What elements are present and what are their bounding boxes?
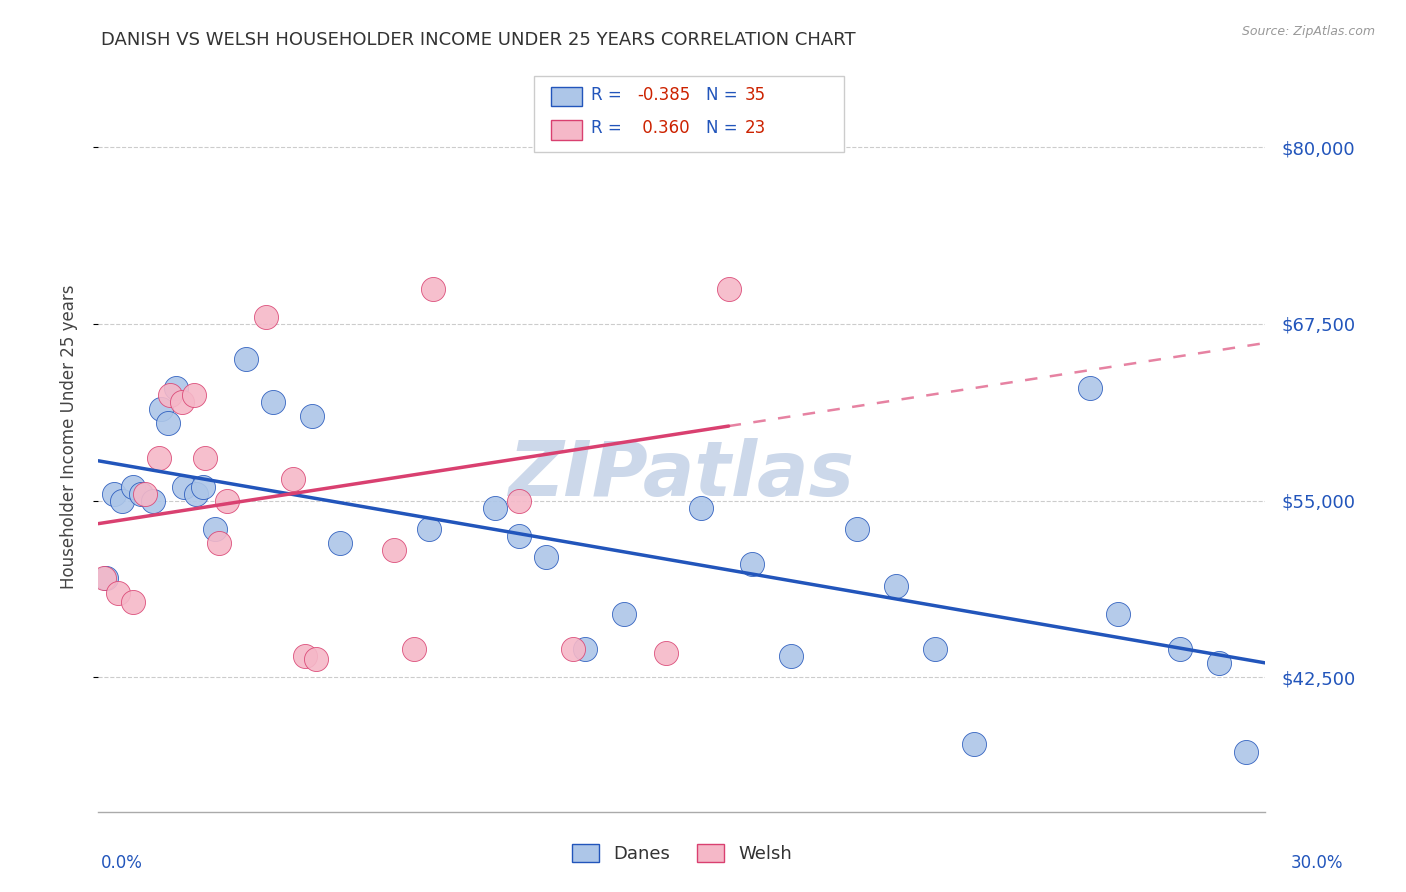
Point xyxy=(1234,745,1257,759)
Point xyxy=(845,522,868,536)
Text: 30.0%: 30.0% xyxy=(1291,854,1343,871)
Point xyxy=(508,493,530,508)
Point xyxy=(129,486,152,500)
Point xyxy=(122,595,145,609)
Point xyxy=(281,473,304,487)
Point xyxy=(301,409,323,423)
Point xyxy=(659,126,682,140)
Point xyxy=(170,394,193,409)
Point xyxy=(1208,657,1230,671)
Point xyxy=(612,607,634,621)
Point xyxy=(96,571,118,585)
Point xyxy=(418,522,440,536)
Point xyxy=(254,310,277,324)
Point xyxy=(534,550,557,565)
Point xyxy=(382,543,405,558)
Point xyxy=(208,536,231,550)
Point xyxy=(159,387,181,401)
Point xyxy=(508,529,530,543)
Point xyxy=(884,578,907,592)
Text: R =: R = xyxy=(591,120,627,137)
Point xyxy=(149,401,172,416)
Text: N =: N = xyxy=(706,86,742,103)
Point xyxy=(103,486,125,500)
Text: ZIPatlas: ZIPatlas xyxy=(509,438,855,511)
Point xyxy=(134,486,156,500)
Point xyxy=(402,642,425,657)
Point xyxy=(924,642,946,657)
Point xyxy=(484,500,506,515)
Point xyxy=(111,493,134,508)
Point xyxy=(193,479,215,493)
Point xyxy=(107,585,129,599)
Text: 0.360: 0.360 xyxy=(637,120,689,137)
Point xyxy=(574,642,596,657)
Text: 23: 23 xyxy=(745,120,766,137)
Point xyxy=(1107,607,1129,621)
Point xyxy=(183,387,205,401)
Point xyxy=(305,652,328,666)
Point xyxy=(1168,642,1191,657)
Point xyxy=(148,451,170,466)
Text: -0.385: -0.385 xyxy=(637,86,690,103)
Text: 0.0%: 0.0% xyxy=(101,854,143,871)
Point xyxy=(194,451,217,466)
Point xyxy=(717,282,740,296)
Point xyxy=(204,522,226,536)
Legend: Danes, Welsh: Danes, Welsh xyxy=(564,837,800,870)
Point xyxy=(779,649,801,664)
Point xyxy=(294,649,316,664)
Point xyxy=(235,352,257,367)
Point xyxy=(690,500,713,515)
Point xyxy=(962,737,984,751)
Point xyxy=(165,381,187,395)
Point xyxy=(142,493,165,508)
Point xyxy=(1080,381,1102,395)
Point xyxy=(184,486,207,500)
Text: 35: 35 xyxy=(745,86,766,103)
Point xyxy=(329,536,352,550)
Point xyxy=(157,416,180,430)
Text: Source: ZipAtlas.com: Source: ZipAtlas.com xyxy=(1241,25,1375,38)
Point xyxy=(215,493,238,508)
Point xyxy=(655,646,678,660)
Point xyxy=(422,282,444,296)
Point xyxy=(741,558,763,572)
Point xyxy=(562,642,585,657)
Text: R =: R = xyxy=(591,86,627,103)
Text: N =: N = xyxy=(706,120,742,137)
Point xyxy=(122,479,145,493)
Point xyxy=(262,394,284,409)
Y-axis label: Householder Income Under 25 years: Householder Income Under 25 years xyxy=(59,285,77,590)
Point xyxy=(93,571,115,585)
Text: DANISH VS WELSH HOUSEHOLDER INCOME UNDER 25 YEARS CORRELATION CHART: DANISH VS WELSH HOUSEHOLDER INCOME UNDER… xyxy=(101,31,856,49)
Point xyxy=(173,479,195,493)
